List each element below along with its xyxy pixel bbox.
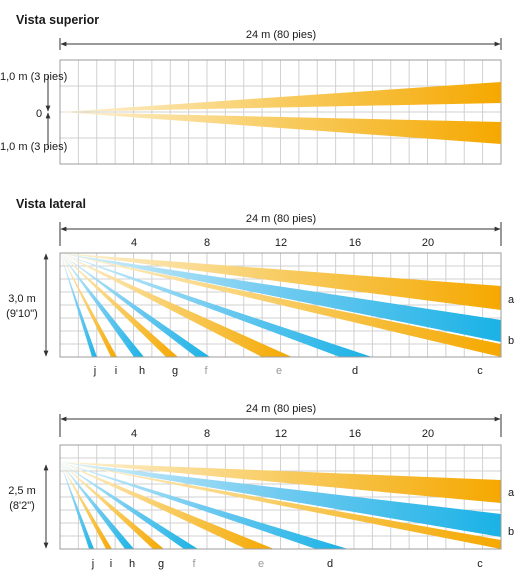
side1-beam-f: [60, 253, 210, 357]
side2-beam-a: a: [508, 487, 515, 499]
top-view-grid: [60, 60, 501, 164]
side2-beam-j: [60, 462, 94, 549]
top-beam-lower: [60, 112, 501, 144]
side1-zone-labels: j i h g f e d c: [93, 365, 483, 377]
side2-beam-b: [60, 462, 501, 537]
side2-zone-j: j: [91, 558, 94, 570]
side2-beam-a: [60, 462, 501, 503]
top-width-label: 24 m (80 pies): [246, 29, 316, 41]
side1-beam-a: [60, 253, 501, 310]
top-beam-upper: [60, 82, 501, 112]
top-center-label: 0: [36, 108, 42, 120]
side2-beam-g: [60, 462, 164, 549]
side1-frame: [59, 252, 502, 358]
side1-height-label: 3,0 m: [8, 293, 36, 305]
side2-beam-h: [60, 462, 134, 549]
side2-zone-i: i: [110, 558, 112, 570]
side1-scale: 4 8 12 16 20: [131, 237, 434, 249]
side1-beam-i: [60, 253, 117, 357]
side1-beam-e: [60, 253, 292, 357]
side1-zone-j: j: [93, 365, 96, 377]
side1-beam-c: [60, 253, 501, 357]
side1-beam-b: b: [508, 335, 514, 347]
side2-zone-h: h: [129, 558, 135, 570]
side2-zone-e: e: [258, 558, 264, 570]
side1-beams: [60, 253, 501, 357]
side2-beam-i: [60, 462, 112, 549]
side1-beam-b: [60, 253, 501, 342]
side2-beams: [60, 462, 501, 549]
top-view-title: Vista superior: [16, 13, 99, 27]
side2-width-label: 24 m (80 pies): [246, 403, 316, 415]
top-upper-label: 1,0 m (3 pies): [0, 71, 67, 83]
side1-zone-f: f: [204, 365, 208, 377]
side1-scale-20: 20: [422, 237, 434, 249]
side2-zone-labels: j i h g f e d c: [91, 558, 483, 570]
side2-scale-16: 16: [349, 428, 361, 440]
side-view-title: Vista lateral: [16, 197, 86, 211]
side1-zone-c: c: [477, 365, 483, 377]
side2-frame: [59, 444, 502, 550]
side2-beam-b: b: [508, 526, 514, 538]
side1-zone-i: i: [115, 365, 117, 377]
side2-zone-f: f: [192, 558, 196, 570]
top-lower-label: 1,0 m (3 pies): [0, 141, 67, 153]
side1-beam-g: [60, 253, 178, 357]
side1-scale-12: 12: [275, 237, 287, 249]
side1-zone-e: e: [276, 365, 282, 377]
side2-height-label: 2,5 m: [8, 485, 36, 497]
side2-zone-g: g: [158, 558, 164, 570]
side2-scale: 4 8 12 16 20: [131, 428, 434, 440]
side2-beam-d: [60, 462, 348, 549]
side2-scale-8: 8: [204, 428, 210, 440]
side1-scale-16: 16: [349, 237, 361, 249]
side2-beam-c: [60, 462, 501, 549]
side1-height-imperial: (9'10"): [6, 308, 38, 320]
side2-height-imperial: (8'2"): [9, 500, 35, 512]
side2-beam-e: [60, 462, 274, 549]
side1-scale-8: 8: [204, 237, 210, 249]
side-view-2: 24 m (80 pies) 4 8 12 16 20 2,5 m (8'2")…: [8, 403, 515, 570]
side1-zone-g: g: [172, 365, 178, 377]
side1-beam-h: [60, 253, 144, 357]
side1-width-label: 24 m (80 pies): [246, 213, 316, 225]
side1-beam-j: [60, 253, 97, 357]
side1-zone-d: d: [352, 365, 358, 377]
side2-zone-d: d: [327, 558, 333, 570]
side1-beam-d: [60, 253, 372, 357]
side-view-1: Vista lateral 24 m (80 pies) 4 8 12 16 2…: [6, 197, 515, 377]
side1-zone-h: h: [139, 365, 145, 377]
side2-beam-f: [60, 462, 198, 549]
top-view: Vista superior 24 m (80 pies) 1,0 m (3 p…: [0, 13, 502, 165]
side2-scale-4: 4: [131, 428, 137, 440]
side2-zone-c: c: [477, 558, 483, 570]
side2-scale-20: 20: [422, 428, 434, 440]
side2-scale-12: 12: [275, 428, 287, 440]
side1-beam-a: a: [508, 294, 515, 306]
side1-scale-4: 4: [131, 237, 137, 249]
